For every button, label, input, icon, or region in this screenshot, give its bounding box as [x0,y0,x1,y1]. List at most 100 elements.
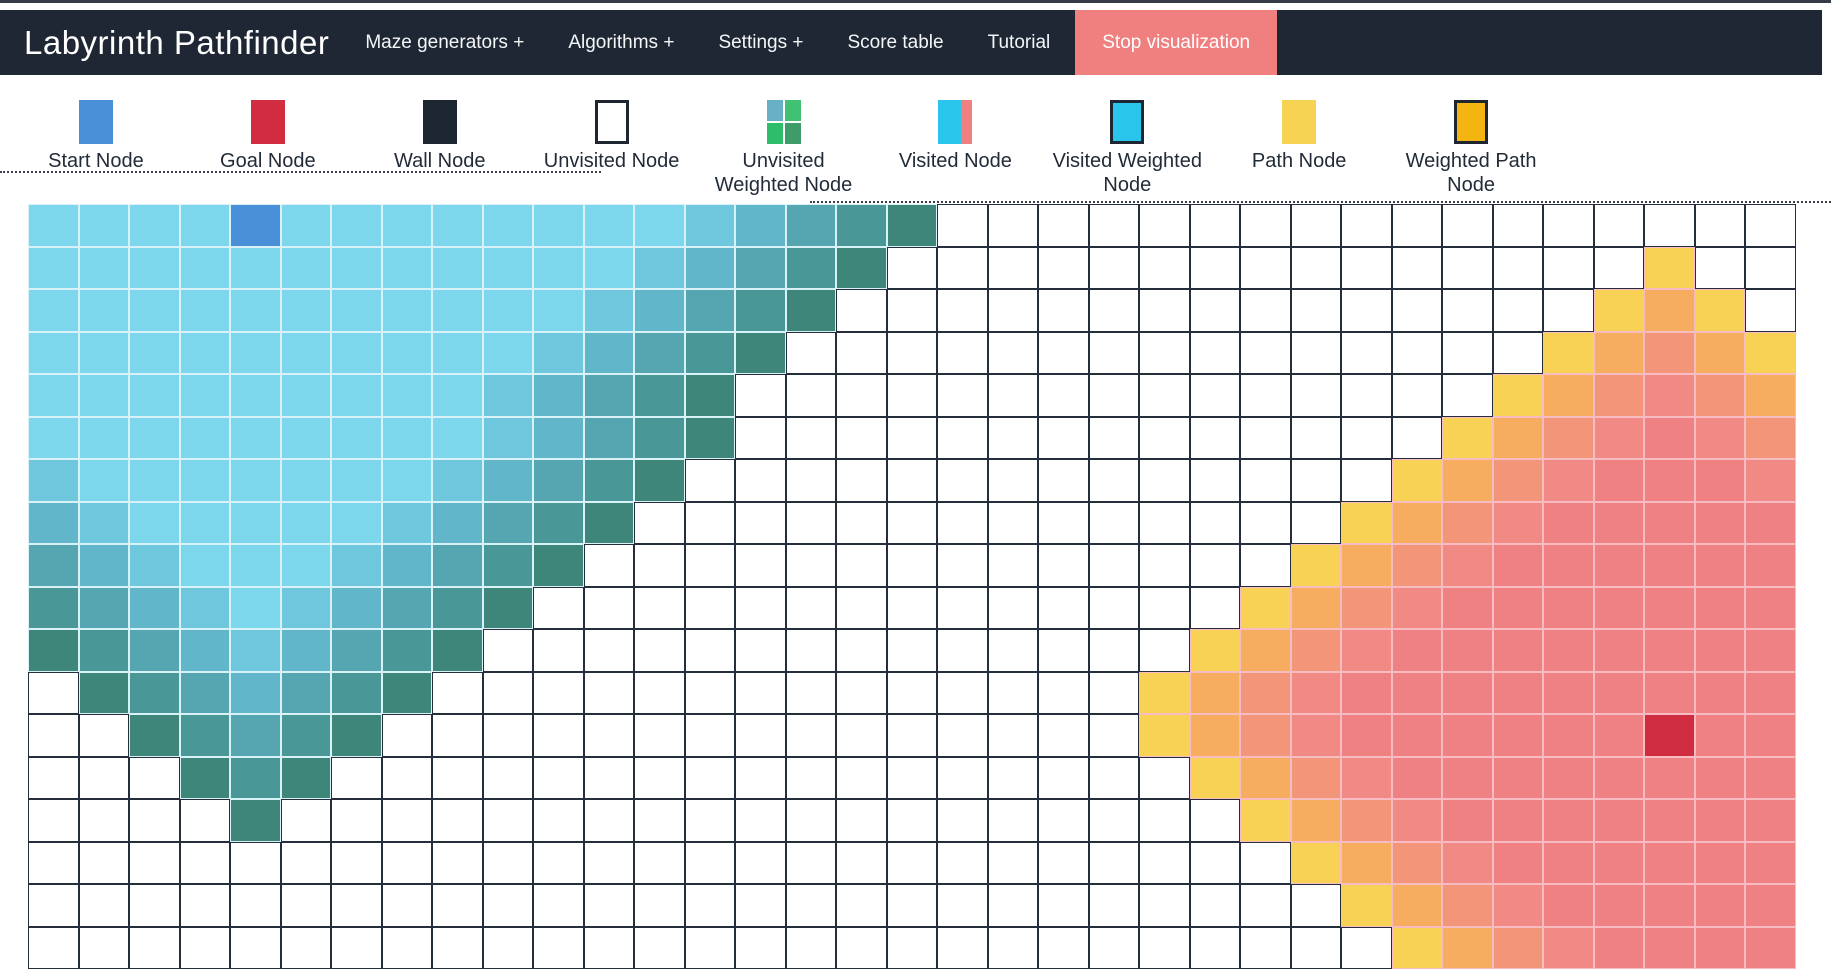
grid-cell[interactable] [786,332,837,375]
grid-cell[interactable] [1745,544,1796,587]
grid-cell[interactable] [1695,459,1746,502]
grid-cell[interactable] [1543,417,1594,460]
grid-cell[interactable] [483,927,534,969]
grid-cell[interactable] [533,587,584,630]
grid-cell[interactable] [634,417,685,460]
grid-cell[interactable] [1190,672,1241,715]
grid-cell[interactable] [331,544,382,587]
grid-cell[interactable] [584,587,635,630]
grid-cell[interactable] [533,842,584,885]
grid-cell[interactable] [382,587,433,630]
grid-cell[interactable] [1240,289,1291,332]
grid-cell[interactable] [786,204,837,247]
grid-cell[interactable] [180,204,231,247]
grid-cell[interactable] [1341,927,1392,969]
grid-cell[interactable] [79,672,130,715]
grid-cell[interactable] [28,502,79,545]
grid-cell[interactable] [735,757,786,800]
grid-cell[interactable] [836,587,887,630]
grid-cell[interactable] [1644,587,1695,630]
grid-cell[interactable] [1341,884,1392,927]
grid-cell[interactable] [1493,842,1544,885]
grid-cell[interactable] [685,502,736,545]
grid-cell[interactable] [1644,842,1695,885]
grid-cell[interactable] [331,757,382,800]
grid-cell[interactable] [180,247,231,290]
grid-cell[interactable] [988,374,1039,417]
grid-cell[interactable] [1089,544,1140,587]
grid-cell[interactable] [1594,374,1645,417]
grid-cell[interactable] [79,799,130,842]
grid-cell[interactable] [1089,502,1140,545]
grid-cell[interactable] [735,417,786,460]
nav-item-settings[interactable]: Settings + [718,32,803,54]
grid-cell[interactable] [281,714,332,757]
grid-cell[interactable] [1442,332,1493,375]
grid-cell[interactable] [129,544,180,587]
grid-cell[interactable] [1442,757,1493,800]
grid-cell[interactable] [432,927,483,969]
grid-cell[interactable] [281,927,332,969]
grid-cell[interactable] [1442,247,1493,290]
grid-cell[interactable] [584,374,635,417]
grid-cell[interactable] [382,502,433,545]
grid-cell[interactable] [230,884,281,927]
grid-cell[interactable] [1594,332,1645,375]
grid-cell[interactable] [937,332,988,375]
grid-cell[interactable] [1089,927,1140,969]
grid-cell[interactable] [129,204,180,247]
grid-cell[interactable] [988,629,1039,672]
goal-node-cell[interactable] [1644,714,1695,757]
grid-cell[interactable] [1594,417,1645,460]
grid-cell[interactable] [937,374,988,417]
grid-cell[interactable] [483,884,534,927]
grid-cell[interactable] [786,417,837,460]
grid-cell[interactable] [887,842,938,885]
grid-cell[interactable] [533,502,584,545]
grid-cell[interactable] [1745,629,1796,672]
grid-cell[interactable] [1745,927,1796,969]
grid-cell[interactable] [1392,417,1443,460]
grid-cell[interactable] [230,289,281,332]
grid-cell[interactable] [988,927,1039,969]
grid-cell[interactable] [1695,714,1746,757]
grid-cell[interactable] [28,672,79,715]
grid-cell[interactable] [634,289,685,332]
grid-cell[interactable] [836,459,887,502]
grid-cell[interactable] [1594,544,1645,587]
grid-cell[interactable] [1139,374,1190,417]
grid-cell[interactable] [28,374,79,417]
grid-cell[interactable] [836,672,887,715]
grid-cell[interactable] [28,927,79,969]
grid-cell[interactable] [1644,247,1695,290]
grid-cell[interactable] [1493,544,1544,587]
grid-cell[interactable] [432,714,483,757]
grid-cell[interactable] [432,459,483,502]
grid-cell[interactable] [180,927,231,969]
grid-cell[interactable] [533,204,584,247]
grid-cell[interactable] [1038,799,1089,842]
grid-cell[interactable] [1493,502,1544,545]
grid-cell[interactable] [79,459,130,502]
grid-cell[interactable] [685,332,736,375]
grid-cell[interactable] [1543,332,1594,375]
grid-cell[interactable] [382,799,433,842]
grid-cell[interactable] [331,927,382,969]
grid-cell[interactable] [685,544,736,587]
grid-cell[interactable] [1392,332,1443,375]
grid-cell[interactable] [79,587,130,630]
grid-cell[interactable] [1695,757,1746,800]
grid-cell[interactable] [28,842,79,885]
grid-cell[interactable] [937,927,988,969]
grid-cell[interactable] [786,587,837,630]
grid-cell[interactable] [634,459,685,502]
grid-cell[interactable] [533,544,584,587]
grid-cell[interactable] [836,927,887,969]
grid-cell[interactable] [1695,927,1746,969]
grid-cell[interactable] [1291,842,1342,885]
grid-cell[interactable] [1695,289,1746,332]
grid-cell[interactable] [1644,374,1695,417]
grid-cell[interactable] [1644,757,1695,800]
grid-cell[interactable] [1139,289,1190,332]
grid-cell[interactable] [432,629,483,672]
